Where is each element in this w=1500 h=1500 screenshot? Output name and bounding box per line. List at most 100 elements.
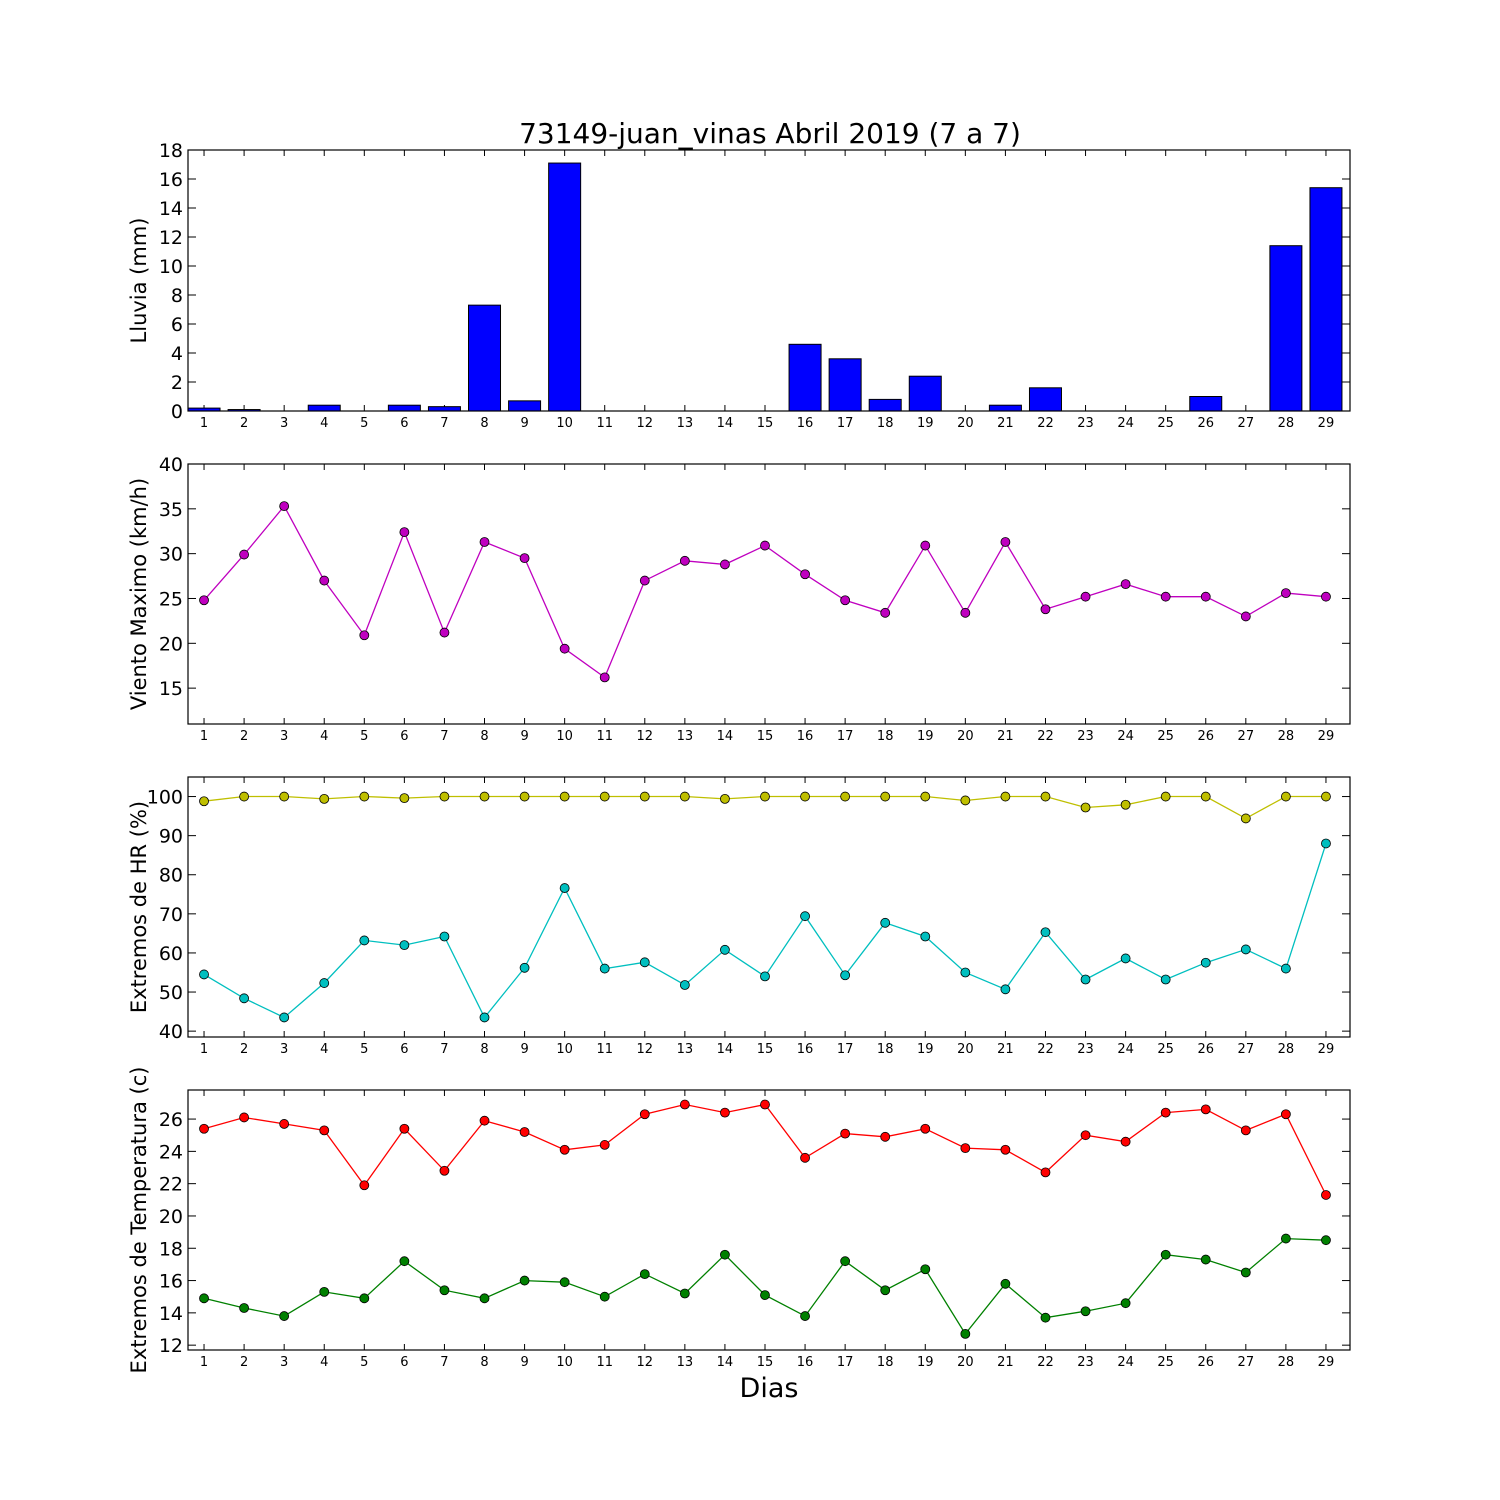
x-tick-label: 4: [320, 1042, 328, 1057]
x-tick-label: 9: [520, 729, 528, 744]
x-tick-label: 24: [1117, 729, 1134, 744]
y-tick-label: 14: [159, 1303, 183, 1325]
data-point: [1080, 974, 1091, 985]
y-tick-label: 0: [171, 401, 183, 423]
data-point: [1200, 1104, 1211, 1115]
data-point: [319, 575, 330, 586]
data-point: [1321, 791, 1331, 802]
data-point: [1200, 591, 1211, 602]
data-point: [960, 967, 971, 978]
x-axis-label: Dias: [740, 1373, 799, 1404]
y-tick-label: 18: [159, 1238, 183, 1260]
data-point: [1160, 1107, 1171, 1118]
x-tick-label: 21: [997, 416, 1014, 431]
x-tick-label: 2: [240, 1042, 248, 1057]
y-tick-label: 70: [159, 904, 183, 926]
x-tick-label: 18: [877, 1355, 894, 1370]
x-tick-label: 3: [280, 1355, 288, 1370]
x-tick-label: 11: [596, 416, 613, 431]
series-line-2: [203, 843, 1327, 1019]
x-tick-label: 9: [520, 1355, 528, 1370]
data-point: [720, 559, 730, 570]
data-point: [880, 791, 891, 802]
data-point: [519, 1127, 530, 1137]
plot-frame: [187, 149, 1351, 412]
x-tick-label: 16: [797, 729, 814, 744]
data-point: [319, 978, 330, 988]
x-tick-label: 5: [360, 1355, 368, 1370]
x-tick-label: 2: [240, 1355, 248, 1370]
x-tick-label: 16: [797, 416, 814, 431]
data-point: [1080, 802, 1091, 813]
x-tick-label: 12: [637, 729, 654, 744]
data-point: [679, 1099, 690, 1110]
x-tick-label: 8: [480, 1042, 488, 1057]
chart-title: 73149-juan_vinas Abril 2019 (7 a 7): [519, 117, 1021, 150]
x-tick-label: 2: [240, 729, 248, 744]
x-tick-label: 11: [596, 729, 613, 744]
data-point: [1280, 1233, 1291, 1244]
data-point: [599, 1291, 610, 1302]
data-point: [720, 1107, 730, 1118]
data-point: [760, 791, 770, 802]
data-point: [639, 575, 650, 586]
x-tick-label: 4: [320, 416, 328, 431]
data-point: [1200, 957, 1211, 968]
x-tick-label: 13: [677, 1355, 694, 1370]
x-tick-label: 18: [877, 416, 894, 431]
data-point: [439, 1165, 450, 1176]
x-tick-label: 12: [637, 416, 654, 431]
x-tick-label: 15: [757, 1355, 774, 1370]
x-tick-label: 1: [200, 1042, 208, 1057]
x-tick-label: 27: [1238, 1355, 1255, 1370]
data-point: [800, 1152, 810, 1163]
x-tick-label: 9: [520, 416, 528, 431]
x-tick-label: 8: [480, 729, 488, 744]
y-tick-label: 50: [159, 982, 183, 1004]
x-tick-label: 5: [360, 416, 368, 431]
x-tick-label: 14: [717, 1355, 734, 1370]
data-point: [960, 795, 971, 806]
data-point: [1120, 579, 1131, 590]
bar: [548, 162, 582, 412]
data-point: [1000, 984, 1011, 995]
data-point: [1240, 611, 1251, 622]
data-point: [559, 1277, 570, 1288]
x-tick-label: 29: [1318, 1355, 1335, 1370]
y-tick-label: 40: [159, 1021, 183, 1043]
data-point: [760, 540, 770, 551]
x-tick-label: 3: [280, 729, 288, 744]
data-point: [359, 630, 370, 641]
data-point: [639, 1109, 650, 1120]
x-tick-label: 15: [757, 729, 774, 744]
data-point: [439, 931, 450, 942]
bar: [1309, 187, 1343, 412]
data-point: [1000, 537, 1011, 547]
data-point: [479, 1115, 490, 1126]
data-point: [1200, 1254, 1211, 1265]
data-point: [279, 1311, 290, 1321]
data-point: [920, 931, 931, 942]
x-tick-label: 18: [877, 1042, 894, 1057]
y-tick-label: 40: [159, 454, 183, 476]
x-tick-label: 25: [1157, 416, 1174, 431]
data-point: [760, 971, 770, 982]
bar: [988, 404, 1022, 412]
data-point: [720, 944, 730, 955]
data-point: [1000, 1278, 1011, 1289]
x-tick-label: 20: [957, 416, 974, 431]
data-point: [239, 993, 249, 1004]
x-tick-label: 27: [1238, 416, 1255, 431]
x-tick-label: 11: [596, 1042, 613, 1057]
data-point: [439, 627, 450, 638]
data-point: [840, 1128, 851, 1139]
data-point: [840, 1256, 851, 1267]
x-tick-label: 7: [440, 1042, 448, 1057]
x-tick-label: 19: [917, 416, 934, 431]
data-point: [559, 883, 570, 893]
series-line-2: [203, 1237, 1327, 1336]
x-tick-label: 17: [837, 729, 854, 744]
x-tick-label: 28: [1278, 416, 1295, 431]
